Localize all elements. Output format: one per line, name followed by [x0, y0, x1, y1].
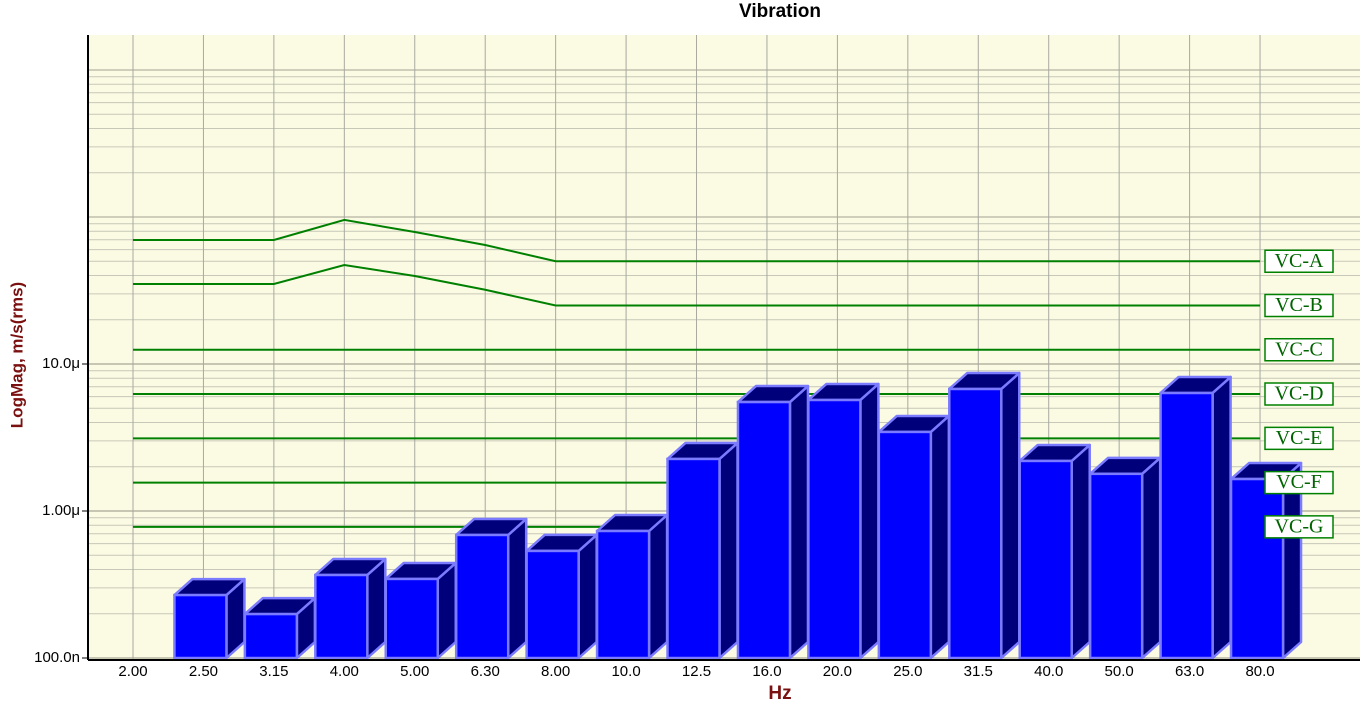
bar-group: [948, 371, 1021, 660]
criterion-label-box: [1264, 470, 1334, 495]
x-tick-label: 4.00: [330, 663, 359, 680]
bar: [1018, 459, 1073, 660]
x-tick-label: 5.00: [400, 663, 429, 680]
bar-group: [595, 513, 669, 660]
bar: [736, 400, 792, 660]
bar-group: [243, 596, 317, 660]
x-tick-label: 40.0: [1034, 663, 1063, 680]
x-tick-label: 10.0: [611, 663, 640, 680]
bar: [384, 577, 440, 660]
x-tick-label: 6.30: [471, 663, 500, 680]
bar-group: [314, 557, 387, 660]
criterion-label-box: [1264, 293, 1334, 318]
criterion-line: [133, 218, 1261, 263]
bar: [595, 529, 651, 660]
criterion-label-box: [1264, 382, 1334, 406]
criterion-label-box: [1264, 338, 1334, 362]
bar-side: [506, 517, 528, 660]
x-tick-label: 2.50: [189, 663, 218, 680]
criterion-label: VC-G: [1275, 515, 1324, 537]
x-tick-label: 3.15: [259, 663, 288, 680]
bar: [666, 457, 721, 660]
y-tick-label: 1.00μ: [42, 502, 80, 519]
bar: [525, 549, 580, 660]
bar: [877, 430, 933, 660]
bar-side: [1000, 371, 1021, 660]
criterion-label-box: [1264, 426, 1334, 451]
criterion-label: VC-C: [1275, 338, 1323, 360]
bar-group: [1018, 443, 1091, 660]
bar-group: [877, 414, 951, 660]
bar-group: [1088, 456, 1162, 660]
criterion-label: VC-E: [1276, 427, 1323, 449]
x-tick-label: 80.0: [1245, 663, 1274, 680]
bar: [314, 573, 369, 660]
y-tick-label: 10.0μ: [42, 355, 80, 372]
x-tick-label: 63.0: [1175, 663, 1204, 680]
x-tick-label: 25.0: [893, 663, 922, 680]
bar: [1229, 477, 1285, 660]
bar-group: [173, 577, 246, 660]
bar-side: [929, 414, 951, 660]
bar-group: [525, 533, 598, 660]
bar-group: [807, 382, 880, 660]
criterion-label: VC-A: [1275, 250, 1324, 272]
criterion-label-box: [1264, 249, 1334, 273]
y-tick-label: 100.0n: [34, 649, 80, 666]
bar: [243, 612, 299, 660]
bar-group: [384, 561, 458, 660]
bar-side: [859, 382, 880, 660]
x-tick-label: 2.00: [118, 663, 147, 680]
bar-side: [718, 441, 739, 660]
x-tick-label: 8.00: [541, 663, 570, 680]
bar: [173, 593, 228, 660]
x-tick-label: 12.5: [682, 663, 711, 680]
x-tick-label: 20.0: [823, 663, 852, 680]
bar-side: [788, 384, 810, 660]
bar-side: [647, 513, 669, 660]
bar: [1088, 472, 1144, 660]
bar-side: [577, 533, 598, 660]
x-tick-label: 50.0: [1105, 663, 1134, 680]
bar: [807, 398, 862, 660]
criterion-label: VC-F: [1276, 471, 1322, 493]
chart-title: Vibration: [739, 1, 821, 22]
bar-side: [1211, 375, 1232, 660]
criterion-label: VC-D: [1275, 383, 1324, 405]
criterion-label-box: [1264, 515, 1334, 539]
bar: [454, 533, 510, 660]
x-tick-label: 16.0: [752, 663, 781, 680]
bar: [1159, 391, 1214, 660]
criterion-label: VC-B: [1275, 294, 1323, 316]
y-axis-title: LogMag, m/s(rms): [7, 282, 26, 428]
bar-group: [1159, 375, 1232, 660]
criterion-line: [133, 264, 1261, 307]
bar-group: [666, 441, 739, 660]
bar-group: [454, 517, 528, 660]
x-tick-label: 31.5: [964, 663, 993, 680]
bar-group: [736, 384, 810, 660]
bar-side: [1140, 456, 1162, 660]
bar: [948, 387, 1003, 660]
x-axis-title: Hz: [768, 683, 791, 704]
bar-side: [1070, 443, 1091, 660]
